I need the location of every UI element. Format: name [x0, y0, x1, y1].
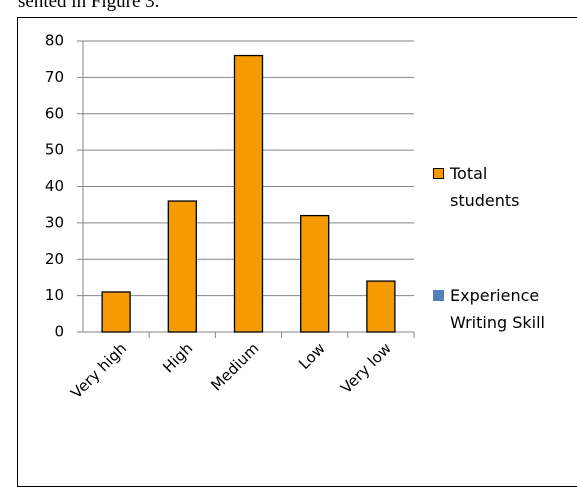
x-tick-label: Very high: [67, 339, 130, 402]
y-tick-label: 80: [45, 32, 64, 50]
bar: [233, 54, 264, 333]
page: sented in Figure 3. 0 10 20 30 40 50 60 70 80 Ver…: [17, 0, 577, 487]
legend-swatch: [433, 290, 444, 301]
x-tick-label: Low: [295, 339, 329, 373]
y-tick-label: 60: [45, 104, 64, 122]
bar: [366, 280, 396, 333]
legend-entry: Experience Writing Skill: [433, 282, 573, 336]
x-tick-label: High: [159, 339, 196, 376]
y-tick-label: 20: [45, 250, 64, 268]
bar: [101, 291, 131, 333]
y-tick-label: 50: [45, 141, 64, 159]
x-tick-label: Medium: [207, 339, 262, 394]
y-tick-label: 10: [45, 286, 64, 304]
bar: [300, 214, 330, 333]
legend-label: Total students: [450, 164, 520, 210]
legend-swatch: [433, 168, 444, 179]
chart: 0 10 20 30 40 50 60 70 80 Very high High Medium Low V…: [45, 32, 415, 402]
legend-entry: Total students: [433, 160, 573, 214]
caption-fragment: sented in Figure 3.: [18, 0, 160, 12]
y-tick-label: 30: [45, 213, 64, 231]
x-tick-label: Very low: [337, 339, 395, 397]
y-tick-label: 0: [54, 323, 64, 341]
legend-label: Experience Writing Skill: [450, 286, 545, 332]
bar: [167, 200, 197, 333]
y-tick-label: 40: [45, 177, 64, 195]
y-tick-label: 70: [45, 68, 64, 86]
